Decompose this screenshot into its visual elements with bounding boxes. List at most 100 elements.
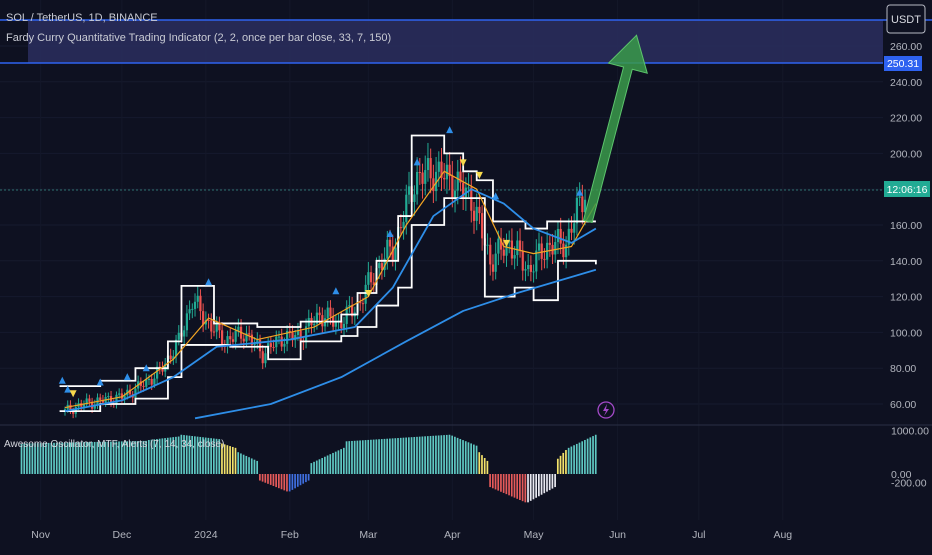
oscillator-bar [324, 456, 326, 474]
oscillator-bar [510, 474, 513, 497]
oscillator-bar [53, 442, 55, 474]
candle-body [437, 161, 440, 172]
oscillator-bar [288, 474, 291, 492]
currency-button[interactable]: USDT [886, 4, 926, 34]
oscillator-bar [329, 454, 332, 474]
oscillator-bar [527, 474, 529, 503]
oscillator-bar [245, 455, 248, 474]
oscillator-bar [573, 445, 575, 474]
candle-body [499, 238, 503, 250]
candle-body [261, 351, 264, 364]
signals-group [58, 126, 584, 398]
candle-body [434, 171, 438, 192]
oscillator-bar [199, 436, 202, 474]
candle-body [581, 196, 584, 213]
candle-body [231, 339, 235, 342]
oscillator-bar [126, 441, 129, 474]
candle-body [269, 343, 272, 348]
oscillator-bar [153, 439, 156, 474]
candle-body [202, 311, 205, 325]
symbol-title[interactable]: SOL / TetherUS, 1D, BINANCE [6, 12, 158, 24]
event-lightning-icon[interactable] [597, 401, 615, 419]
oscillator-bar [418, 436, 421, 474]
oscillator-bar [524, 474, 527, 503]
candle-body [120, 393, 123, 399]
candle-body [518, 240, 522, 251]
time-axis[interactable]: Nov Dec 2024 Feb Mar Apr May Jun Jul Aug [31, 529, 792, 541]
oscillator-bar [131, 441, 134, 474]
oscillator-bar [101, 441, 104, 474]
candle-body [218, 323, 221, 331]
oscillator-bar [529, 474, 532, 501]
candle-body [155, 366, 159, 379]
oscillator-bar [367, 439, 370, 474]
candle-body [367, 272, 370, 285]
oscillator-bar [519, 474, 521, 500]
oscillator-bar [61, 442, 63, 474]
oscillator-bar [494, 474, 497, 490]
oscillator-bar [440, 435, 443, 474]
candle-body [537, 243, 541, 251]
oscillator-axis[interactable]: 1000.00 0.00-200.00 [891, 425, 929, 489]
oscillator-bar [291, 474, 294, 490]
time-tick-label: Mar [359, 529, 378, 541]
candle-body [391, 246, 394, 260]
oscillator-bar [137, 441, 139, 474]
oscillator-bar [96, 441, 99, 474]
candle-body [226, 336, 229, 347]
oscillator-bar [104, 441, 107, 474]
oscillator-bar [383, 438, 386, 474]
oscillator-bar [535, 474, 538, 498]
candle-body [486, 244, 489, 246]
candle-body [63, 409, 67, 412]
time-tick-label: Dec [113, 529, 132, 541]
candle-body [578, 196, 581, 198]
candle-body [443, 177, 446, 180]
candle-body [277, 336, 281, 338]
candle-body [286, 330, 289, 344]
oscillator-bar [302, 474, 305, 484]
oscillator-bar [586, 438, 589, 474]
oscillator-bar [372, 439, 375, 474]
oscillator-title[interactable]: Awesome Oscillator, MTF, Alerts (7, 14, … [4, 439, 225, 450]
oscillator-bar [559, 455, 562, 474]
oscillator-bar [23, 443, 26, 474]
projection-arrow-group[interactable] [582, 34, 648, 224]
oscillator-bar [437, 435, 440, 474]
candle-body [448, 164, 451, 177]
candle-body [196, 295, 199, 302]
oscillator-bar [77, 442, 80, 474]
candle-body [583, 199, 587, 213]
indicator-title[interactable]: Fardy Curry Quantitative Trading Indicat… [6, 32, 392, 44]
price-tick-label: 240.00 [890, 77, 922, 89]
oscillator-bar [592, 436, 594, 474]
buy-signal-icon [96, 378, 104, 386]
candle-body [524, 269, 527, 271]
oscillator-bar [183, 435, 185, 474]
candle-body [283, 343, 286, 347]
oscillator-bar [451, 435, 454, 474]
candle-body [215, 323, 218, 332]
candle-body [199, 295, 202, 312]
oscillator-bar [459, 438, 462, 474]
buy-signal-icon [492, 192, 500, 200]
oscillator-bar [123, 441, 126, 474]
oscillator-bar [416, 436, 418, 474]
oscillator-bar [218, 439, 221, 474]
oscillator-bar [351, 440, 353, 474]
candle-body [245, 333, 248, 342]
candle-body [85, 398, 88, 405]
oscillator-bar [267, 474, 269, 484]
candle-body [402, 221, 405, 229]
oscillator-bar [110, 441, 112, 474]
oscillator-bar [454, 436, 456, 474]
oscillator-bar [321, 458, 324, 474]
candle-body [372, 282, 375, 285]
oscillator-bar [562, 452, 565, 474]
oscillator-bar [39, 443, 42, 474]
candle-body [128, 389, 132, 395]
oscillator-bar [359, 440, 361, 474]
candle-body [529, 264, 532, 272]
